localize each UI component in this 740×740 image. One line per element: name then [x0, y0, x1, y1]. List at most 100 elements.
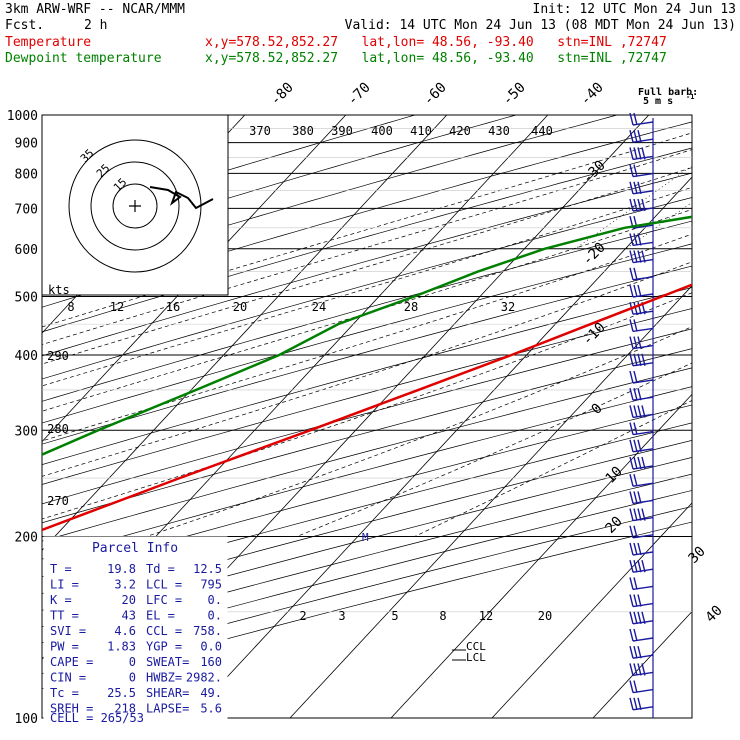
barb-flag: [629, 284, 634, 298]
barb-flag: [637, 181, 642, 194]
wind-barb: [629, 422, 654, 436]
barb-legend-value: 5 m s: [643, 96, 673, 107]
barb-flag: [629, 594, 634, 607]
barb-flag: [633, 422, 638, 435]
wind-barb: [629, 336, 654, 350]
forecast-hour: 2 h: [84, 18, 108, 33]
theta-label: 370: [249, 124, 271, 138]
barb-flag: [641, 611, 646, 624]
parcel-field-value: 0.: [208, 593, 222, 607]
barb-flag: [641, 147, 646, 160]
barb-flag: [629, 663, 634, 676]
parcel-field-value: 160: [200, 655, 222, 669]
barb-flag: [629, 233, 634, 246]
barb-flag: [629, 319, 634, 332]
parcel-field-label: Td =: [146, 562, 175, 576]
hodograph-ring-15: [112, 183, 158, 229]
barb-flag: [637, 388, 642, 401]
m-level-marker: M: [362, 531, 369, 544]
barb-flag: [637, 508, 642, 521]
speed-tick-label: 8: [67, 300, 74, 314]
barb-flag: [637, 147, 642, 160]
pressure-tick-label: 100: [15, 712, 38, 727]
wind-barb: [629, 181, 654, 195]
wind-barb: [629, 250, 654, 264]
barb-flag: [629, 164, 634, 177]
parcel-field-label: Tc =: [50, 686, 79, 700]
barb-flag: [629, 646, 634, 659]
barb-flag: [633, 164, 638, 177]
moist-adiabat-label: 280: [47, 422, 69, 436]
barb-flag: [629, 680, 634, 693]
wind-barb: [629, 147, 654, 161]
barb-flag: [629, 439, 634, 452]
parcel-field-label: HWBZ=: [146, 671, 182, 685]
barb-flag: [633, 284, 638, 298]
barb-flag: [629, 577, 634, 590]
temperature-legend-name: Temperature: [5, 35, 92, 50]
parcel-field-value: 12.5: [193, 562, 222, 576]
parcel-cell-motion: CELL = 265/53: [50, 711, 144, 725]
parcel-field-label: K =: [50, 593, 72, 607]
mixing-ratio-label: 5: [391, 609, 398, 623]
barb-flag: [633, 456, 638, 470]
wind-barb: [629, 388, 654, 401]
isotherm-label: 20: [603, 514, 626, 537]
barb-flag: [629, 456, 634, 470]
barb-flag: [641, 663, 646, 676]
ccl-label: CCL: [466, 640, 486, 653]
parcel-field-label: LFC =: [146, 593, 182, 607]
wind-barb: [629, 491, 654, 505]
speed-tick-label: 16: [166, 300, 180, 314]
parcel-field-label: SVI =: [50, 624, 86, 638]
barb-flag: [637, 456, 642, 470]
barb-flag: [629, 267, 634, 280]
wind-barb: [629, 112, 654, 126]
theta-label: 410: [410, 124, 432, 138]
speed-tick-label: 32: [501, 300, 515, 314]
barb-flag: [629, 542, 634, 556]
mixing-ratio-label: 2: [299, 609, 306, 623]
barb-flag: [629, 697, 634, 710]
wind-barb: [629, 525, 654, 539]
parcel-field-value: 43: [122, 609, 136, 623]
pressure-tick-label: 900: [15, 137, 38, 152]
barb-flag: [629, 525, 634, 538]
dewpoint-series-line: [42, 215, 692, 456]
parcel-field-value: 3.2: [114, 578, 136, 592]
barb-flag: [629, 491, 634, 504]
wind-barb: [629, 697, 654, 711]
barb-flag: [633, 198, 638, 212]
barb-flag: [637, 353, 642, 366]
barb-flag: [629, 474, 634, 487]
wind-barb: [629, 284, 654, 298]
parcel-field-label: SHEAR=: [146, 686, 189, 700]
theta-label: 390: [331, 124, 353, 138]
barb-flag: [633, 646, 638, 659]
isotherm-label: -60: [421, 80, 450, 109]
hodograph-ring-25: [90, 161, 180, 251]
isotherm-line: [42, 115, 448, 551]
sounding-profiles: [42, 215, 692, 532]
mixing-ratio-label: 12: [479, 609, 493, 623]
parcel-field-label: SWEAT=: [146, 655, 189, 669]
moist-adiabat-line: [42, 132, 692, 328]
isotherm-label: -50: [500, 80, 529, 109]
barb-flag: [633, 181, 638, 194]
dewpoint-legend-name: Dewpoint temperature: [5, 51, 162, 66]
barb-flag: [633, 405, 638, 418]
parcel-field-value: 49.: [200, 686, 222, 700]
parcel-field-label: LCL =: [146, 578, 182, 592]
pressure-tick-label: 600: [15, 243, 38, 258]
barb-flag: [637, 594, 642, 607]
barb-flag: [637, 663, 642, 676]
barb-flag: [641, 508, 646, 521]
parcel-field-value: 1.83: [107, 640, 136, 654]
parcel-field-label: EL =: [146, 609, 175, 623]
hodograph-unit-label: kts: [48, 283, 70, 297]
isotherm-line: [491, 502, 692, 718]
barb-flag: [629, 388, 634, 401]
valid-time: Valid: 14 UTC Mon 24 Jun 13 (08 MDT Mon …: [344, 18, 736, 33]
parcel-field-value: 25.5: [107, 686, 136, 700]
